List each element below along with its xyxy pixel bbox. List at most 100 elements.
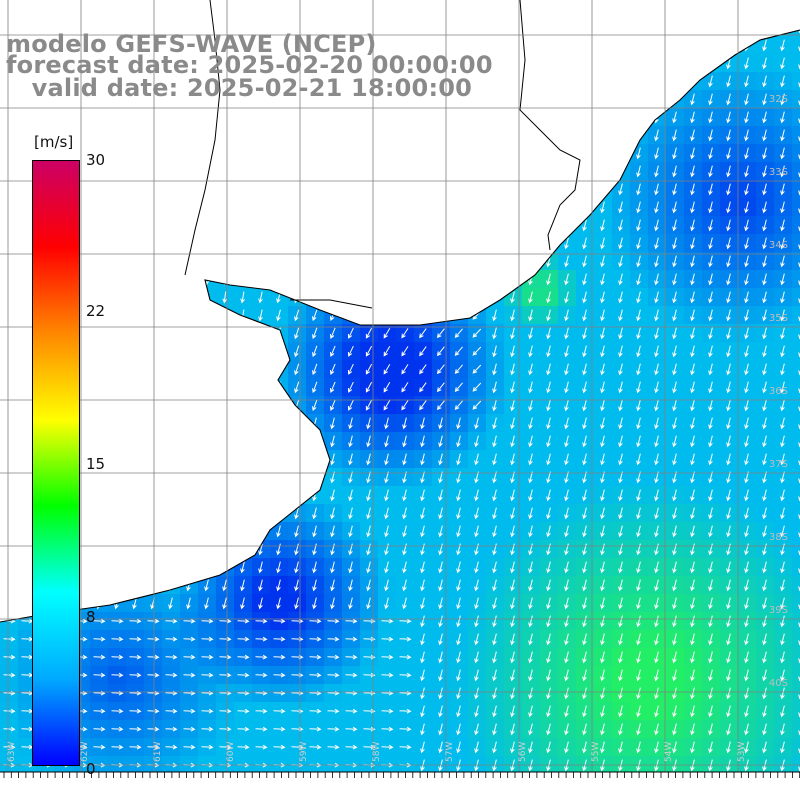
- wind-arrow: [312, 381, 318, 394]
- wind-arrow: [618, 309, 623, 322]
- wind-arrow: [147, 726, 160, 732]
- wind-arrow: [255, 654, 268, 660]
- wind-arrow: [762, 183, 767, 196]
- wind-arrow: [456, 507, 461, 520]
- wind-arrow: [690, 147, 695, 160]
- wind-speed-cell: [792, 648, 800, 667]
- wind-arrow: [708, 615, 713, 628]
- wind-arrow: [780, 147, 785, 160]
- wind-arrow: [780, 561, 785, 574]
- wind-arrow: [384, 597, 389, 610]
- wind-arrow: [546, 615, 551, 628]
- wind-arrow: [708, 489, 713, 502]
- wind-arrow: [618, 219, 623, 232]
- wind-arrow: [744, 543, 749, 556]
- wind-arrow: [708, 237, 713, 250]
- wind-arrow: [780, 57, 785, 70]
- wind-arrow: [528, 687, 533, 700]
- wind-arrow: [708, 327, 713, 340]
- wind-arrow: [546, 507, 551, 520]
- wind-arrow: [618, 525, 623, 538]
- wind-arrow: [636, 309, 641, 322]
- wind-arrow: [654, 669, 659, 682]
- wind-arrow: [636, 579, 641, 592]
- latitude-label: 38S: [769, 532, 788, 543]
- wind-arrow: [690, 705, 695, 718]
- wind-arrow: [510, 651, 515, 664]
- wind-arrow: [237, 726, 250, 732]
- wind-arrow: [744, 399, 749, 412]
- wind-arrow: [672, 435, 677, 448]
- wind-arrow: [672, 579, 677, 592]
- wind-arrow: [510, 309, 515, 322]
- wind-arrow: [690, 597, 695, 610]
- wind-arrow: [762, 219, 767, 232]
- longitude-label: 61W: [153, 742, 163, 762]
- wind-arrow: [672, 741, 677, 754]
- wind-arrow: [762, 471, 767, 484]
- wind-arrow: [273, 744, 286, 750]
- wind-arrow: [474, 687, 479, 700]
- wind-arrow: [492, 705, 497, 718]
- wind-arrow: [510, 741, 515, 754]
- wind-arrow: [330, 543, 335, 556]
- wind-arrow: [654, 489, 659, 502]
- wind-arrow: [147, 636, 160, 642]
- wind-arrow: [672, 453, 677, 466]
- wind-arrow: [708, 687, 713, 700]
- wind-arrow: [510, 669, 515, 682]
- wind-arrow: [258, 561, 263, 574]
- wind-arrow: [690, 345, 695, 358]
- wind-arrow: [762, 687, 767, 700]
- wind-arrow: [762, 291, 767, 304]
- wind-arrow: [744, 597, 749, 610]
- wind-arrow: [726, 165, 731, 178]
- wind-arrow: [237, 744, 250, 750]
- wind-arrow: [708, 723, 713, 736]
- wind-arrow: [294, 507, 299, 520]
- wind-arrow: [726, 615, 731, 628]
- wind-arrow: [618, 471, 623, 484]
- wind-arrow: [222, 579, 227, 592]
- longitude-label: 55W: [591, 742, 601, 762]
- wind-arrow: [708, 129, 713, 142]
- wind-arrow: [600, 327, 605, 340]
- wind-speed-cell: [792, 108, 800, 127]
- wind-arrow: [672, 471, 677, 484]
- wind-arrow: [672, 687, 677, 700]
- wind-arrow: [762, 273, 767, 286]
- wind-arrow: [492, 543, 497, 556]
- wind-arrow: [528, 435, 533, 448]
- wind-arrow: [690, 111, 695, 124]
- wind-arrow: [690, 651, 695, 664]
- wind-arrow: [345, 744, 358, 750]
- wind-arrow: [309, 672, 322, 678]
- wind-speed-cell: [792, 486, 800, 505]
- wind-speed-cell: [792, 738, 800, 757]
- wind-arrow: [690, 165, 695, 178]
- wind-arrow: [546, 579, 551, 592]
- wind-arrow: [147, 654, 160, 660]
- wind-arrow: [472, 346, 482, 356]
- wind-arrow: [273, 672, 286, 678]
- wind-arrow: [618, 345, 623, 358]
- wind-arrow: [546, 561, 551, 574]
- wind-arrow: [618, 327, 623, 340]
- longitude-label: 58W: [372, 742, 382, 762]
- wind-speed-cell: [792, 144, 800, 163]
- wind-arrow: [420, 435, 425, 448]
- wind-arrow: [528, 651, 533, 664]
- wind-arrow: [564, 453, 569, 466]
- wind-speed-cell: [792, 720, 800, 739]
- wind-arrow: [438, 561, 443, 574]
- wind-arrow: [582, 597, 587, 610]
- wind-arrow: [402, 507, 407, 520]
- wind-arrow: [564, 705, 569, 718]
- wind-arrow: [294, 579, 299, 592]
- wind-arrow: [762, 165, 767, 178]
- wind-arrow: [726, 561, 731, 574]
- wind-arrow: [618, 183, 623, 196]
- wind-arrow: [636, 345, 641, 358]
- wind-arrow: [564, 561, 569, 574]
- wind-arrow: [726, 201, 731, 214]
